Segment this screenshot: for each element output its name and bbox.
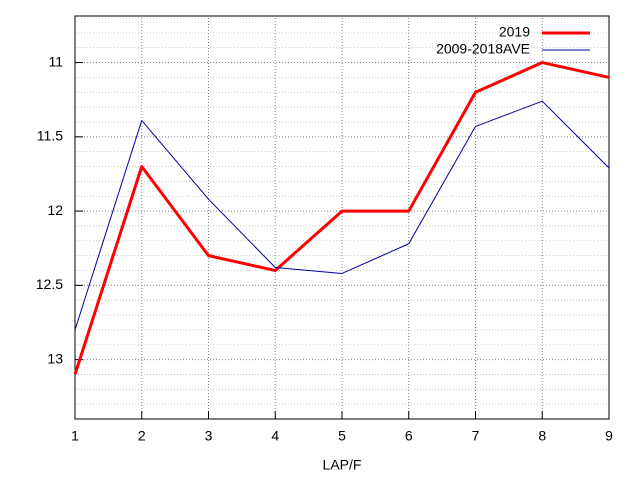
y-tick-label: 12 — [47, 202, 63, 218]
y-tick-label: 11 — [48, 53, 63, 69]
x-tick-label: 2 — [138, 428, 146, 444]
x-tick-label: 9 — [605, 428, 613, 444]
legend-label: 2009-2018AVE — [436, 41, 530, 57]
x-tick-label: 7 — [472, 428, 480, 444]
legend-label: 2019 — [499, 24, 530, 40]
y-tick-label: 12.5 — [36, 276, 63, 292]
x-tick-label: 1 — [71, 428, 79, 444]
x-tick-label: 3 — [205, 428, 213, 444]
x-tick-label: 4 — [271, 428, 279, 444]
series-line — [74, 100, 610, 331]
x-tick-label: 8 — [538, 428, 546, 444]
series-line — [73, 61, 610, 375]
y-tick-label: 13 — [47, 350, 63, 366]
x-axis-label: LAP/F — [323, 457, 362, 473]
plot-frame — [74, 15, 610, 420]
x-tick-label: 5 — [338, 428, 346, 444]
x-tick-label: 6 — [405, 428, 413, 444]
y-tick-label: 11.5 — [37, 128, 63, 144]
